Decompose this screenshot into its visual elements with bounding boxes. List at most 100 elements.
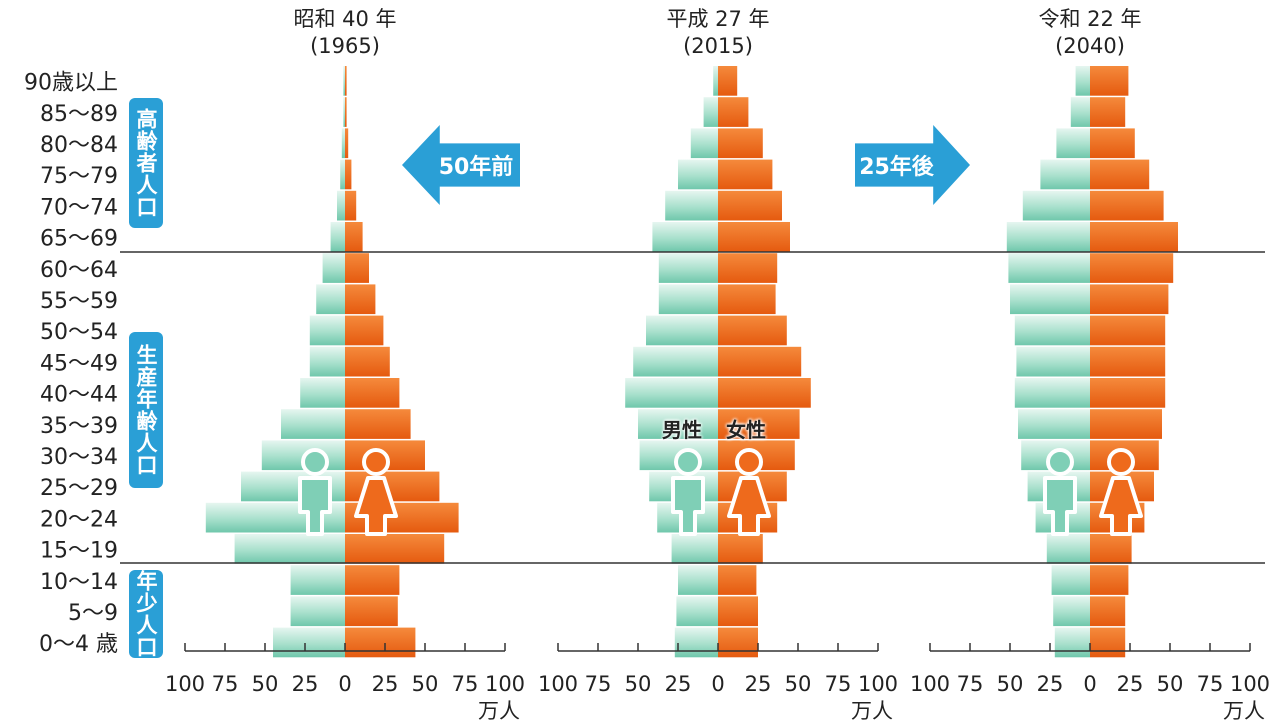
female-bar (718, 190, 782, 221)
age-labels: 90歳以上 85〜89 80〜84 75〜79 70〜74 65〜69 60〜64 55〜59… (24, 71, 118, 658)
male-bar (678, 565, 718, 595)
male-body-icon (1043, 476, 1077, 536)
tick-label: 25 (1037, 672, 1064, 696)
female-bar (1090, 128, 1135, 159)
female-bar (718, 596, 758, 627)
male-bar (290, 565, 345, 595)
age-label: 60〜64 (40, 258, 118, 283)
female-body-icon (354, 476, 398, 536)
female-bar (1090, 409, 1162, 439)
tick-label: 75 (825, 672, 852, 696)
male-bar (625, 378, 718, 408)
female-bar (345, 471, 440, 502)
male-bar (1018, 409, 1090, 439)
male-bar (1022, 190, 1090, 221)
female-bar (345, 409, 411, 439)
male-bar (658, 284, 718, 315)
pyramid-titles: 昭和 40 年 (1965) 平成 27 年 (2015) 令和 22 年 (2040) (293, 7, 1141, 58)
male-bar (1070, 97, 1090, 127)
male-bar (658, 253, 718, 283)
male-bar (309, 315, 345, 346)
tick-label: 100 (538, 672, 578, 696)
female-head-icon (362, 448, 390, 476)
female-bar (1090, 315, 1166, 346)
male-bar (703, 97, 718, 127)
female-bar (1090, 190, 1164, 221)
tick-label: 25 (1117, 672, 1144, 696)
female-bar (345, 534, 445, 564)
female-bar (345, 315, 384, 346)
male-head-icon (674, 448, 702, 476)
female-bar (345, 97, 347, 127)
male-bar (1056, 128, 1090, 159)
age-label: 10〜14 (40, 570, 118, 595)
female-bar (1090, 565, 1129, 595)
female-bar (1090, 66, 1129, 96)
arrow-left-label: 50年前 (438, 155, 514, 180)
age-label: 85〜89 (40, 102, 118, 127)
tick-label: 50 (625, 672, 652, 696)
arrow-right-label: 25年後 (859, 155, 934, 180)
age-label: 25〜29 (40, 476, 118, 501)
female-bar (1090, 346, 1166, 377)
tick-label: 0 (711, 672, 724, 696)
male-bar (638, 409, 718, 439)
male-bar (290, 596, 345, 627)
age-label: 65〜69 (40, 227, 118, 252)
age-label: 30〜34 (40, 445, 118, 470)
male-bar (322, 253, 345, 283)
female-bar (718, 315, 787, 346)
age-label: 45〜49 (40, 351, 118, 376)
male-bar (1054, 627, 1090, 658)
female-bar (718, 97, 749, 127)
tick-label: 100 (910, 672, 950, 696)
tick-label: 50 (997, 672, 1024, 696)
female-bar (1090, 284, 1169, 315)
female-bar (718, 222, 790, 252)
age-label: 5〜9 (68, 601, 118, 626)
male-bar (1051, 565, 1090, 595)
pyramid-year: (2015) (683, 34, 753, 58)
male-bar (1010, 284, 1090, 315)
male-body-icon (671, 476, 705, 536)
male-bar (665, 190, 718, 221)
young-population-label: 年少人口 (129, 570, 163, 658)
female-bar (345, 378, 400, 408)
female-body-icon (1099, 476, 1143, 536)
male-bar (337, 190, 345, 221)
age-label: 0〜4 歳 (39, 632, 118, 657)
male-bar (1075, 66, 1090, 96)
female-bar (718, 346, 802, 377)
age-label: 20〜24 (40, 507, 118, 532)
tick-label: 0 (1083, 672, 1096, 696)
female-bar (1090, 534, 1132, 564)
male-bar (646, 315, 718, 346)
female-bar (718, 159, 773, 190)
female-bar (345, 159, 352, 190)
female-bar (1090, 627, 1126, 658)
tick-label: 50 (1157, 672, 1184, 696)
male-bar (273, 627, 345, 658)
female-bar (718, 627, 758, 658)
female-bar (718, 409, 800, 439)
female-bar (345, 284, 376, 315)
tick-label: 100 (858, 672, 898, 696)
female-bar (345, 128, 349, 159)
female-bar (345, 627, 416, 658)
female-bar (345, 346, 390, 377)
female-bar (1090, 97, 1126, 127)
male-bar (1014, 315, 1090, 346)
age-label: 50〜54 (40, 320, 118, 345)
male-bar (340, 159, 345, 190)
tick-label: 50 (412, 672, 439, 696)
male-bar (671, 534, 718, 564)
pyramid-title: 令和 22 年 (1038, 7, 1141, 31)
age-label: 90歳以上 (24, 71, 118, 96)
tick-label: 50 (252, 672, 279, 696)
female-bar (1090, 222, 1178, 252)
male-bar (343, 66, 345, 96)
male-bar (234, 534, 345, 564)
pyramid-bars (205, 66, 1178, 658)
